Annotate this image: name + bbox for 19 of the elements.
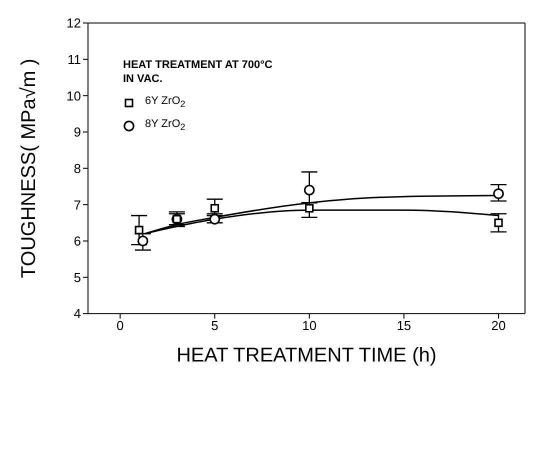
x-tick-label: 0 [116,318,124,333]
annotation: HEAT TREATMENT AT 700°C IN VAC. [123,58,274,86]
y-tick-label: 6 [74,234,81,249]
x-tick-label: 10 [302,318,317,333]
y-tick-label: 4 [74,306,81,322]
legend-label: 6Y ZrO$_{2}$ [145,94,186,112]
x-axis-title: HEAT TREATMENT TIME (h) [176,344,437,367]
y-tick-label: 7 [74,197,81,212]
y-tick-label: 5 [74,270,81,285]
y-tick-label: 12 [66,16,81,31]
y-axis-title: TOUGHNESS( MPa√m ) [18,58,40,278]
y-tick-label: 9 [74,124,81,140]
y-tick-label: 8 [74,160,81,176]
x-tick-label: 5 [211,318,218,333]
y-tick-label: 11 [68,52,81,67]
x-tick-label: 20 [491,318,506,333]
y-tick-label: 10 [66,88,81,104]
x-tick-label: 15 [396,318,412,333]
legend-label: 8Y ZrO$_{2}$ [145,117,186,134]
